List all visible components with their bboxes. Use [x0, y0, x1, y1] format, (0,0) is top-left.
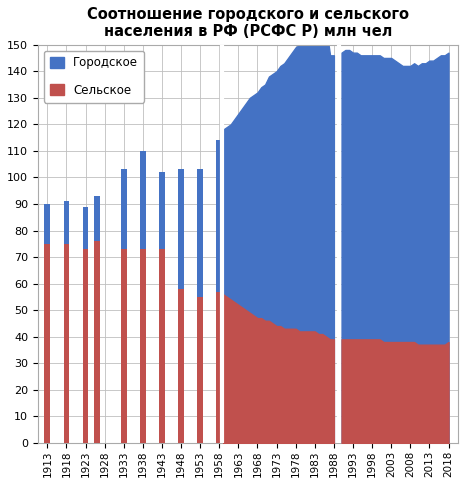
Bar — [45, 204, 50, 443]
Bar — [121, 169, 126, 443]
Bar — [64, 201, 69, 443]
Bar — [94, 241, 100, 443]
Bar — [216, 291, 222, 443]
Bar — [83, 249, 88, 443]
Bar — [140, 249, 146, 443]
Bar — [159, 172, 165, 443]
Bar — [64, 244, 69, 443]
Title: Соотношение городского и сельского
населения в РФ (РСФС Р) млн чел: Соотношение городского и сельского насел… — [87, 7, 409, 39]
Legend: Городское, Сельское: Городское, Сельское — [44, 51, 144, 103]
Bar — [197, 169, 203, 443]
Bar — [45, 244, 50, 443]
Bar — [94, 196, 100, 443]
Bar — [140, 151, 146, 443]
Bar — [121, 249, 126, 443]
Bar — [178, 289, 184, 443]
Bar — [216, 140, 222, 443]
Bar — [178, 169, 184, 443]
Bar — [197, 297, 203, 443]
Bar — [83, 207, 88, 443]
Bar — [159, 249, 165, 443]
